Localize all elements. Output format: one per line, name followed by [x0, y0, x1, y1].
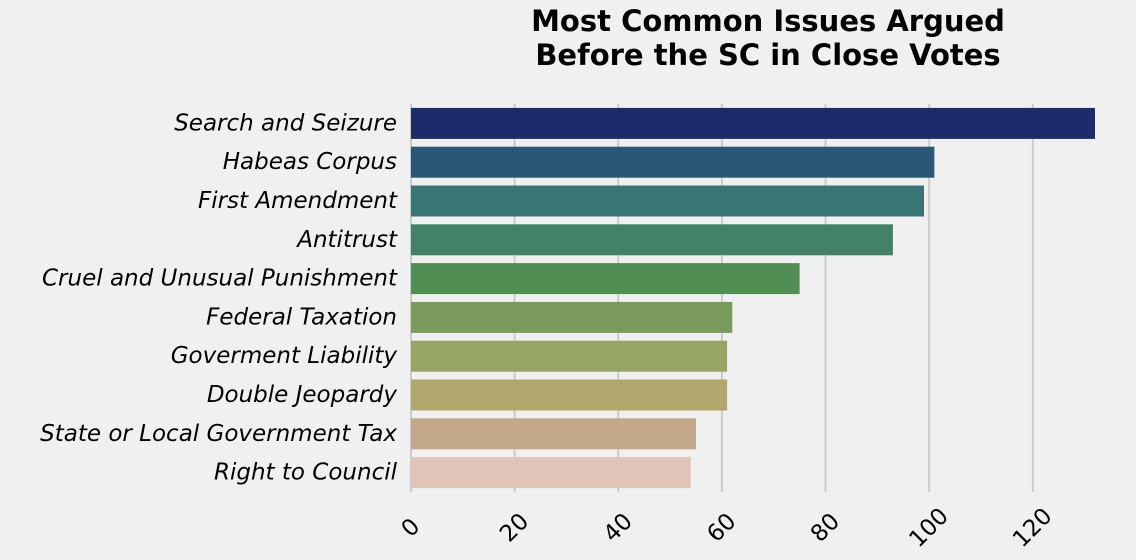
category-label-8: State or Local Government Tax [40, 421, 397, 447]
x-tick-label-2: 40 [599, 508, 638, 547]
category-label-6: Goverment Liability [171, 343, 398, 369]
x-tick-label-1: 20 [495, 508, 534, 547]
bar-3 [411, 224, 893, 256]
category-label-5: Federal Taxation [206, 304, 397, 330]
category-label-2: First Amendment [198, 188, 398, 214]
bar-9 [411, 457, 691, 489]
chart-title-line-2: Before the SC in Close Votes [535, 38, 1001, 72]
bar-5 [411, 301, 733, 333]
x-tick-label-3: 60 [702, 508, 741, 547]
x-tick-label-0: 0 [397, 514, 426, 543]
bar-4 [411, 263, 800, 295]
chart-title-line-1: Most Common Issues Argued [531, 4, 1005, 38]
category-label-4: Cruel and Unusual Punishment [42, 266, 398, 292]
x-tick-label-4: 80 [806, 508, 845, 547]
bar-1 [411, 146, 935, 178]
bar-8 [411, 418, 696, 450]
x-tick-label-6: 120 [1008, 503, 1057, 552]
x-tick-label-5: 100 [904, 503, 953, 552]
chart-title: Most Common Issues Argued Before the SC … [380, 4, 1136, 72]
category-label-1: Habeas Corpus [223, 149, 397, 175]
category-label-0: Search and Seizure [174, 110, 397, 136]
category-label-9: Right to Council [214, 460, 398, 486]
bar-0 [411, 107, 1095, 139]
category-label-3: Antitrust [295, 227, 398, 253]
bar-6 [411, 340, 728, 372]
category-label-7: Double Jeopardy [207, 382, 398, 408]
bar-2 [411, 185, 924, 217]
bar-7 [411, 379, 728, 411]
